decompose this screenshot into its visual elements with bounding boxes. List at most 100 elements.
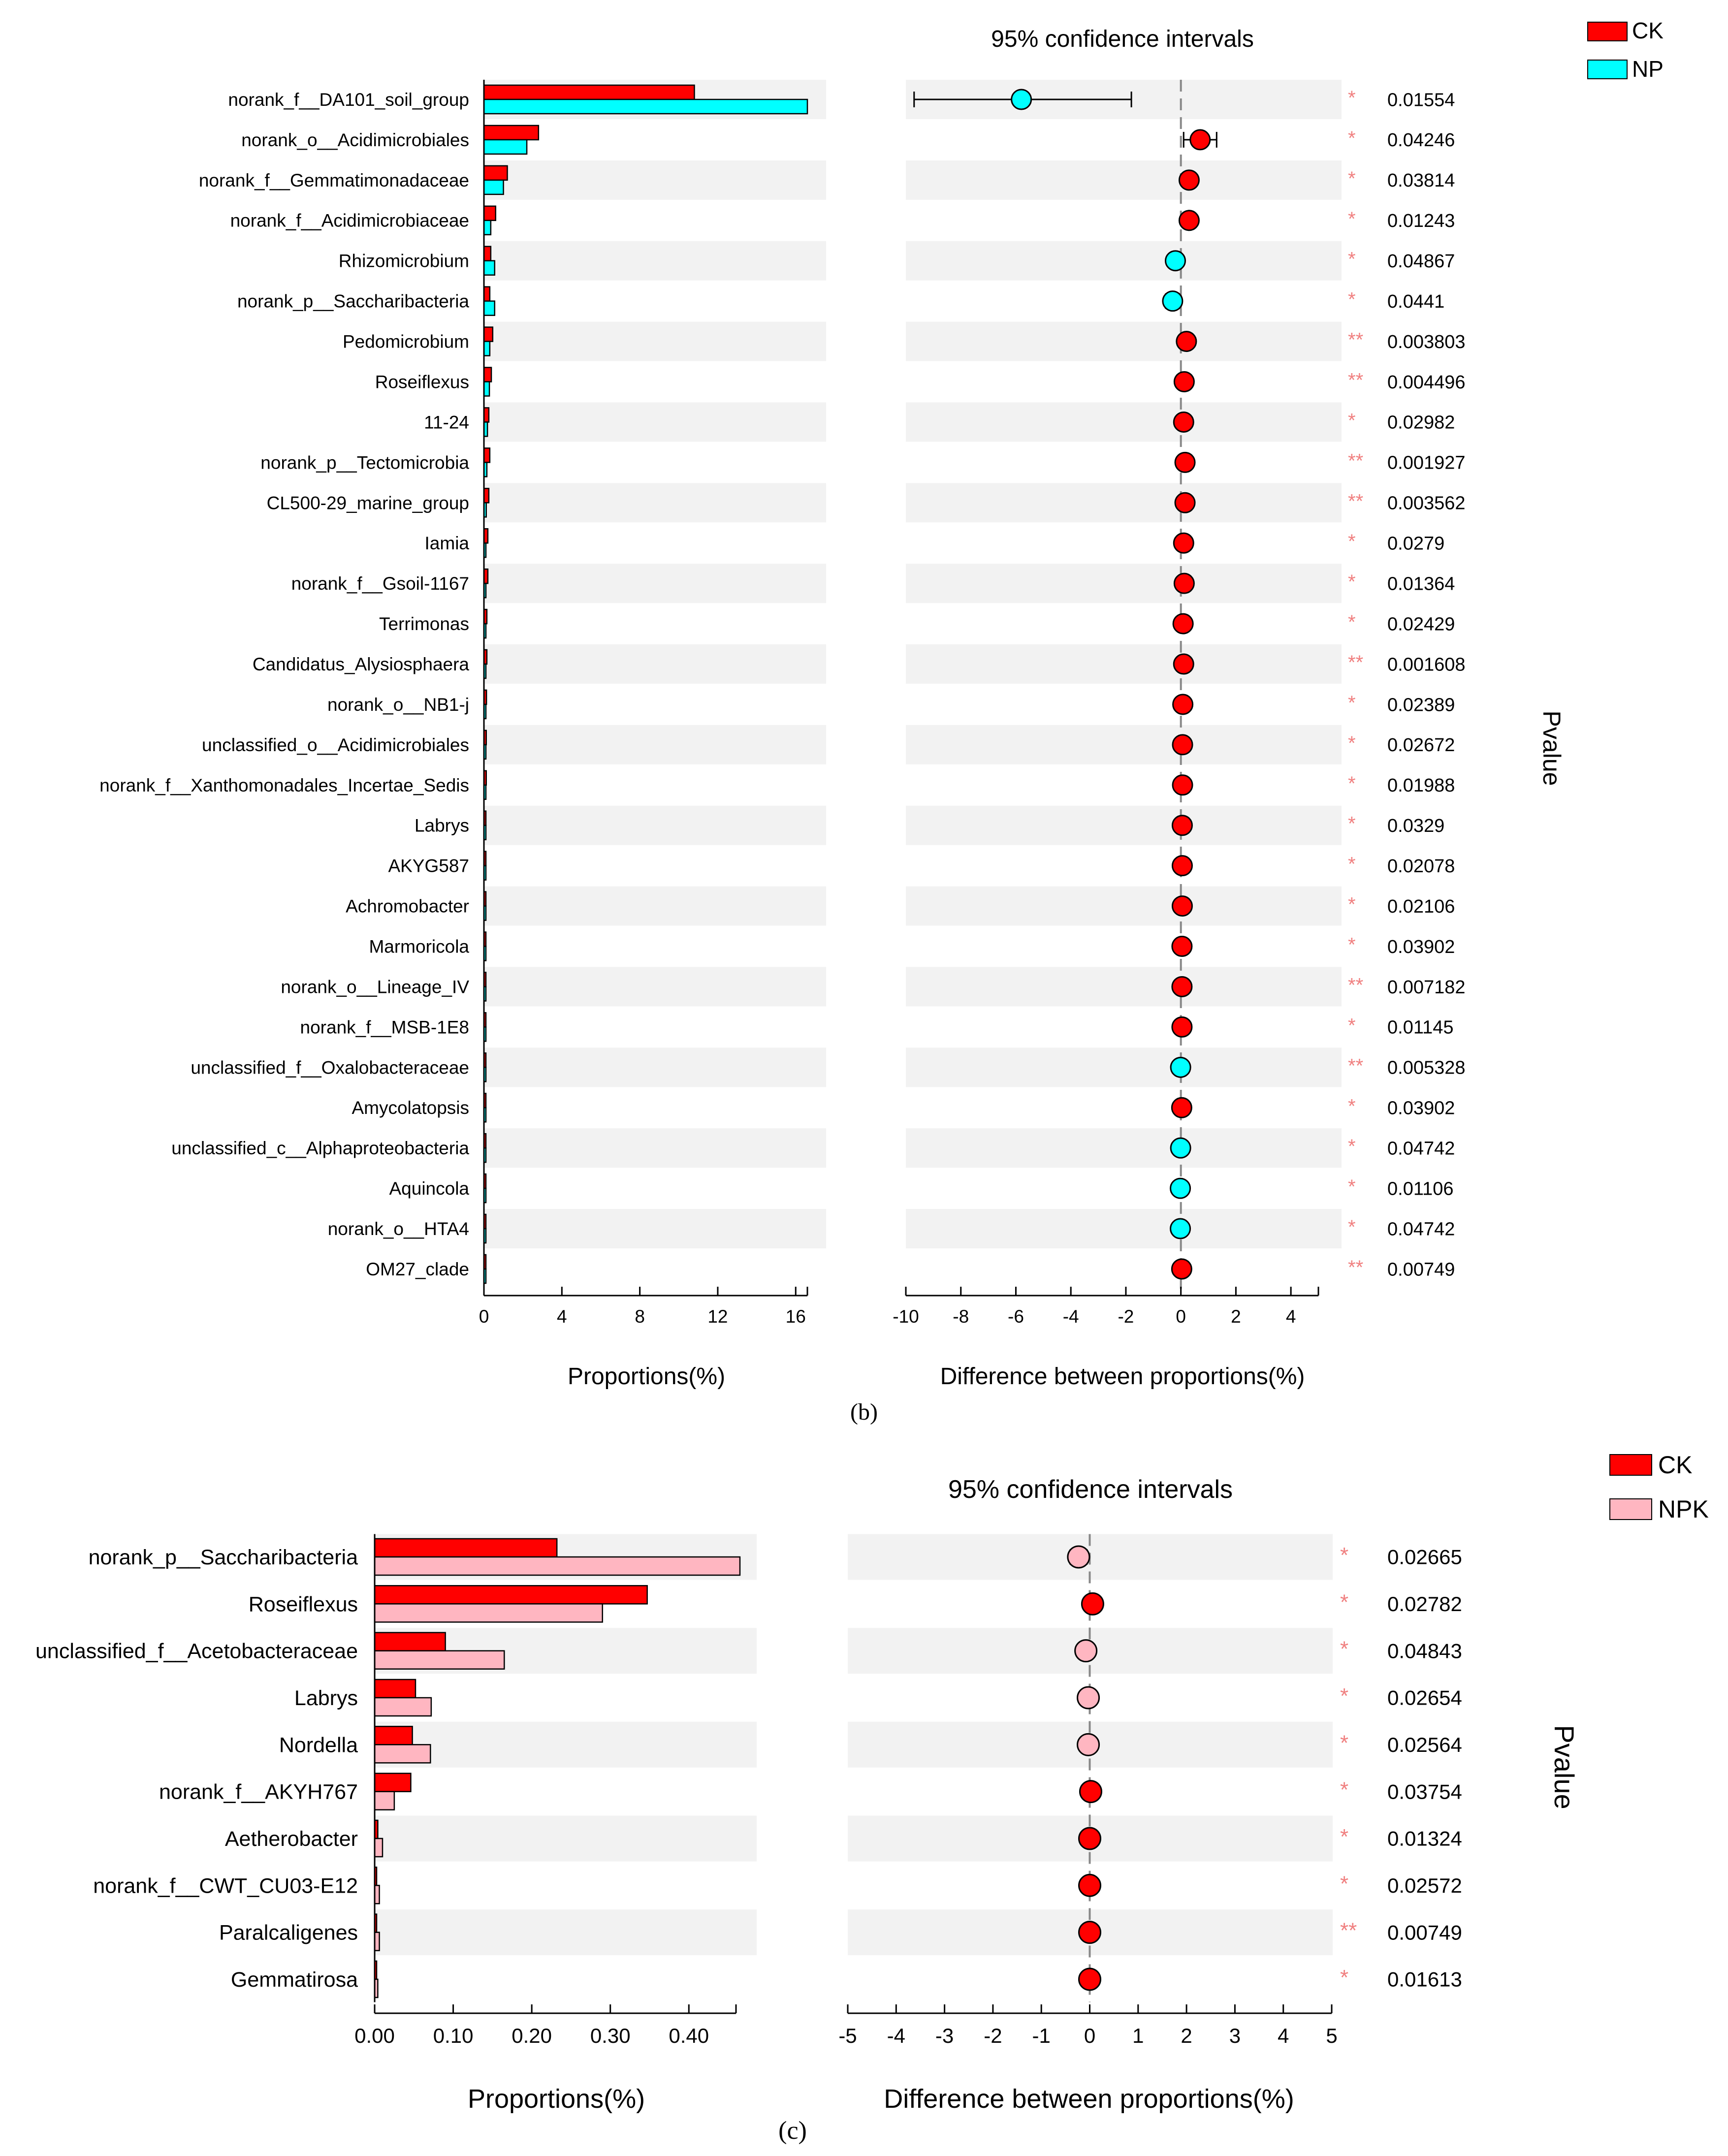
c-category-label: Labrys	[294, 1686, 358, 1710]
c-bar-npk	[374, 1744, 431, 1764]
c-diff-xlabel: Difference between proportions(%)	[884, 2084, 1294, 2114]
c-bar-npk	[374, 1556, 741, 1576]
c-bar-tick-label: 0.30	[590, 2024, 631, 2047]
b-bar-tick-label: 0	[479, 1306, 489, 1327]
b-diff-point	[1164, 250, 1186, 272]
b-diff-point	[1174, 492, 1196, 513]
b-significance-star: *	[1348, 127, 1356, 149]
b-bar-ck	[483, 326, 494, 342]
b-significance-star: *	[1348, 410, 1356, 431]
c-category-label: norank_f__AKYH767	[159, 1780, 358, 1804]
b-pvalue: 0.02389	[1387, 695, 1455, 715]
b-pvalue: 0.0441	[1387, 291, 1444, 312]
b-diff-point	[1170, 1137, 1191, 1159]
b-category-labels: norank_f__DA101_soil_group norank_o__Acid…	[99, 90, 469, 1279]
b-significance-star: *	[1348, 773, 1356, 794]
c-bar-ck	[374, 1773, 412, 1792]
b-significance-star: *	[1348, 813, 1356, 835]
c-pvalue: 0.02572	[1387, 1874, 1462, 1897]
c-category-label: Gemmatirosa	[231, 1968, 358, 1992]
c-diff-tick-label: -1	[1032, 2024, 1051, 2047]
b-diff-stripe	[906, 1209, 1342, 1249]
b-diff-point	[1171, 815, 1193, 836]
c-category-label: unclassified_f__Acetobacteraceae	[35, 1640, 358, 1663]
b-pvalue: 0.01554	[1387, 90, 1455, 110]
b-significance-star: *	[1348, 87, 1356, 109]
c-bar-npk	[374, 1697, 432, 1717]
c-bar-ck	[374, 1679, 416, 1699]
b-diff-point	[1171, 976, 1193, 997]
b-diff-point	[1170, 1056, 1191, 1078]
b-bar-tick-label: 16	[786, 1306, 806, 1327]
b-category-label: norank_o__HTA4	[328, 1219, 469, 1239]
b-category-label: Rhizomicrobium	[339, 251, 469, 271]
b-diff-tick-label: 4	[1286, 1306, 1296, 1327]
b-diff-point	[1171, 936, 1193, 957]
b-pvalue: 0.02078	[1387, 856, 1455, 877]
b-pvalue: 0.004496	[1387, 372, 1466, 393]
b-category-label: Amycolatopsis	[352, 1098, 469, 1118]
b-pvalue: 0.01988	[1387, 775, 1455, 796]
c-bar-npk	[374, 1838, 384, 1858]
b-bar-stripe	[484, 321, 826, 361]
b-bar-ck	[483, 165, 508, 181]
b-category-label: CL500-29_marine_group	[267, 493, 469, 513]
c-significance-star: *	[1340, 1684, 1348, 1708]
b-significance-star: **	[1348, 329, 1363, 351]
b-category-label: AKYG587	[388, 856, 469, 876]
c-category-label: norank_f__CWT_CU03-E12	[93, 1874, 358, 1898]
b-category-label: norank_f__Acidimicrobiaceae	[230, 211, 469, 231]
b-category-label: norank_f__MSB-1E8	[300, 1017, 469, 1037]
b-diff-stripe	[906, 483, 1342, 523]
c-diff-tick-label: 0	[1084, 2024, 1095, 2047]
b-bar-np	[483, 179, 504, 195]
b-pvalue: 0.02672	[1387, 735, 1455, 756]
c-legend-label-npk: NPK	[1658, 1495, 1709, 1523]
b-pvalue-labels: 0.01554 0.04246 0.03814 0.01243 0.04867 0.044…	[1387, 90, 1466, 1280]
c-significance-star: *	[1340, 1731, 1348, 1755]
b-diff-tick-label: 2	[1231, 1306, 1241, 1327]
b-category-label: norank_f__Gsoil-1167	[291, 573, 469, 594]
b-bar-np	[483, 381, 490, 397]
b-diff-tick-label: -10	[893, 1306, 919, 1327]
b-diff-stripe	[906, 402, 1342, 442]
b-diff-point	[1174, 451, 1196, 473]
c-diff-point	[1067, 1545, 1090, 1569]
c-pvalue: 0.02564	[1387, 1733, 1462, 1756]
b-diff-point	[1172, 734, 1193, 756]
b-diff-point	[1178, 210, 1200, 231]
b-axes: 0 4 8 12 16 -10 -8 -6 -4 -2 0 2 4	[479, 80, 1319, 1327]
c-significance-star: **	[1340, 1919, 1357, 1943]
b-category-label: Aquincola	[389, 1178, 469, 1199]
b-legend-swatch-ck	[1587, 22, 1628, 41]
b-pvalue: 0.005328	[1387, 1058, 1466, 1078]
b-diff-point	[1171, 855, 1193, 877]
b-significance-star: *	[1348, 1015, 1356, 1036]
c-significance-star: *	[1340, 1778, 1348, 1802]
b-category-label: Pedomicrobium	[343, 332, 469, 352]
b-bar-stripe	[484, 1209, 826, 1249]
b-bar-ck	[483, 125, 540, 141]
b-category-label: norank_o__Lineage_IV	[281, 977, 469, 997]
b-diff-point	[1162, 290, 1184, 312]
b-pvalue: 0.003803	[1387, 332, 1466, 352]
b-diff-point	[1172, 774, 1193, 796]
b-diff-stripe	[906, 805, 1342, 845]
c-ci-title: 95% confidence intervals	[948, 1475, 1233, 1504]
b-category-label: unclassified_f__Oxalobacteraceae	[191, 1057, 469, 1078]
c-bar-ck	[374, 1726, 413, 1745]
b-bar-tick-label: 8	[635, 1306, 645, 1327]
b-category-label: norank_p__Tectomicrobia	[260, 452, 469, 473]
b-significance-star: **	[1348, 974, 1363, 996]
b-significance-star: **	[1348, 370, 1363, 391]
b-pvalue: 0.02429	[1387, 614, 1455, 634]
b-diff-point	[1171, 1016, 1193, 1038]
b-diff-point	[1170, 1177, 1191, 1199]
panel-b: norank_f__DA101_soil_group norank_o__Acid…	[99, 18, 1664, 1425]
c-bar-tick-label: 0.40	[669, 2024, 709, 2047]
b-bar-ck	[483, 246, 492, 261]
b-category-label: Candidatus_Alysiosphaera	[253, 654, 470, 674]
c-significance-star: *	[1340, 1637, 1348, 1661]
c-significance-stars: ***********	[1340, 1543, 1357, 1990]
